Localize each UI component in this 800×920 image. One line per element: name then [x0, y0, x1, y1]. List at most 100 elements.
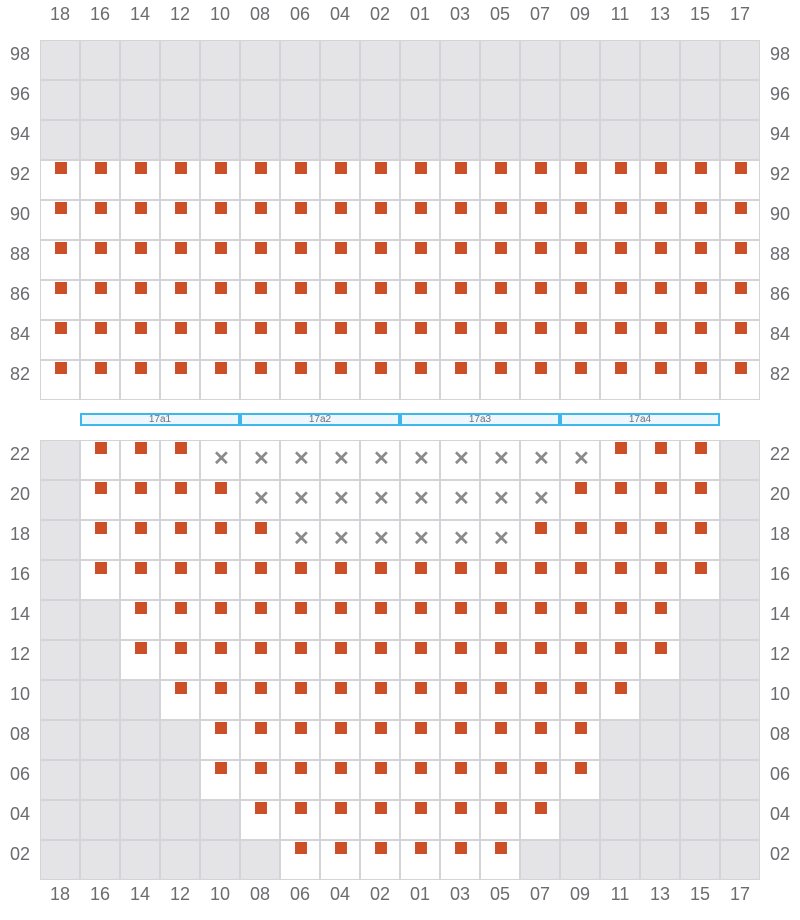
slot-88-14[interactable] [120, 240, 160, 280]
slot-20-08[interactable]: ✕ [240, 480, 280, 520]
slot-82-01[interactable] [400, 360, 440, 400]
slot-12-07[interactable] [520, 640, 560, 680]
slot-84-17[interactable] [720, 320, 760, 360]
slot-12-11[interactable] [600, 640, 640, 680]
slot-84-11[interactable] [600, 320, 640, 360]
slot-84-13[interactable] [640, 320, 680, 360]
slot-92-18[interactable] [40, 160, 80, 200]
slot-18-14[interactable] [120, 520, 160, 560]
slot-84-08[interactable] [240, 320, 280, 360]
slot-22-12[interactable] [160, 440, 200, 480]
slot-16-09[interactable] [560, 560, 600, 600]
slot-86-03[interactable] [440, 280, 480, 320]
slot-90-02[interactable] [360, 200, 400, 240]
band-17a1[interactable]: 17a1 [80, 413, 240, 426]
slot-06-02[interactable] [360, 760, 400, 800]
slot-12-03[interactable] [440, 640, 480, 680]
slot-10-05[interactable] [480, 680, 520, 720]
slot-82-08[interactable] [240, 360, 280, 400]
slot-88-13[interactable] [640, 240, 680, 280]
slot-88-08[interactable] [240, 240, 280, 280]
slot-04-03[interactable] [440, 800, 480, 840]
slot-08-10[interactable] [200, 720, 240, 760]
slot-14-05[interactable] [480, 600, 520, 640]
slot-22-11[interactable] [600, 440, 640, 480]
slot-90-15[interactable] [680, 200, 720, 240]
slot-10-03[interactable] [440, 680, 480, 720]
slot-84-03[interactable] [440, 320, 480, 360]
slot-18-03[interactable]: ✕ [440, 520, 480, 560]
slot-88-03[interactable] [440, 240, 480, 280]
slot-18-01[interactable]: ✕ [400, 520, 440, 560]
slot-92-13[interactable] [640, 160, 680, 200]
slot-18-11[interactable] [600, 520, 640, 560]
slot-84-10[interactable] [200, 320, 240, 360]
slot-08-07[interactable] [520, 720, 560, 760]
slot-08-08[interactable] [240, 720, 280, 760]
slot-92-11[interactable] [600, 160, 640, 200]
slot-18-10[interactable] [200, 520, 240, 560]
slot-16-12[interactable] [160, 560, 200, 600]
slot-84-05[interactable] [480, 320, 520, 360]
slot-84-16[interactable] [80, 320, 120, 360]
slot-92-08[interactable] [240, 160, 280, 200]
slot-04-04[interactable] [320, 800, 360, 840]
slot-02-06[interactable] [280, 840, 320, 880]
slot-16-13[interactable] [640, 560, 680, 600]
slot-88-04[interactable] [320, 240, 360, 280]
slot-86-09[interactable] [560, 280, 600, 320]
slot-90-09[interactable] [560, 200, 600, 240]
slot-06-08[interactable] [240, 760, 280, 800]
band-17a4[interactable]: 17a4 [560, 413, 720, 426]
slot-16-10[interactable] [200, 560, 240, 600]
slot-86-07[interactable] [520, 280, 560, 320]
slot-20-03[interactable]: ✕ [440, 480, 480, 520]
slot-22-03[interactable]: ✕ [440, 440, 480, 480]
slot-08-03[interactable] [440, 720, 480, 760]
slot-22-09[interactable]: ✕ [560, 440, 600, 480]
slot-14-07[interactable] [520, 600, 560, 640]
slot-20-02[interactable]: ✕ [360, 480, 400, 520]
slot-92-07[interactable] [520, 160, 560, 200]
slot-18-12[interactable] [160, 520, 200, 560]
slot-90-05[interactable] [480, 200, 520, 240]
slot-90-13[interactable] [640, 200, 680, 240]
slot-10-08[interactable] [240, 680, 280, 720]
slot-18-02[interactable]: ✕ [360, 520, 400, 560]
slot-06-03[interactable] [440, 760, 480, 800]
slot-16-16[interactable] [80, 560, 120, 600]
slot-18-16[interactable] [80, 520, 120, 560]
slot-14-11[interactable] [600, 600, 640, 640]
slot-12-10[interactable] [200, 640, 240, 680]
slot-12-08[interactable] [240, 640, 280, 680]
slot-06-06[interactable] [280, 760, 320, 800]
slot-90-16[interactable] [80, 200, 120, 240]
slot-12-14[interactable] [120, 640, 160, 680]
slot-18-09[interactable] [560, 520, 600, 560]
slot-88-17[interactable] [720, 240, 760, 280]
slot-22-16[interactable] [80, 440, 120, 480]
slot-10-11[interactable] [600, 680, 640, 720]
slot-20-11[interactable] [600, 480, 640, 520]
slot-12-06[interactable] [280, 640, 320, 680]
slot-14-10[interactable] [200, 600, 240, 640]
slot-90-01[interactable] [400, 200, 440, 240]
slot-22-10[interactable]: ✕ [200, 440, 240, 480]
slot-88-01[interactable] [400, 240, 440, 280]
slot-22-01[interactable]: ✕ [400, 440, 440, 480]
slot-84-01[interactable] [400, 320, 440, 360]
slot-20-14[interactable] [120, 480, 160, 520]
slot-12-09[interactable] [560, 640, 600, 680]
slot-82-18[interactable] [40, 360, 80, 400]
slot-82-04[interactable] [320, 360, 360, 400]
slot-82-14[interactable] [120, 360, 160, 400]
slot-82-15[interactable] [680, 360, 720, 400]
slot-92-14[interactable] [120, 160, 160, 200]
slot-82-09[interactable] [560, 360, 600, 400]
slot-06-05[interactable] [480, 760, 520, 800]
slot-82-05[interactable] [480, 360, 520, 400]
slot-04-05[interactable] [480, 800, 520, 840]
slot-92-02[interactable] [360, 160, 400, 200]
slot-86-01[interactable] [400, 280, 440, 320]
slot-16-11[interactable] [600, 560, 640, 600]
